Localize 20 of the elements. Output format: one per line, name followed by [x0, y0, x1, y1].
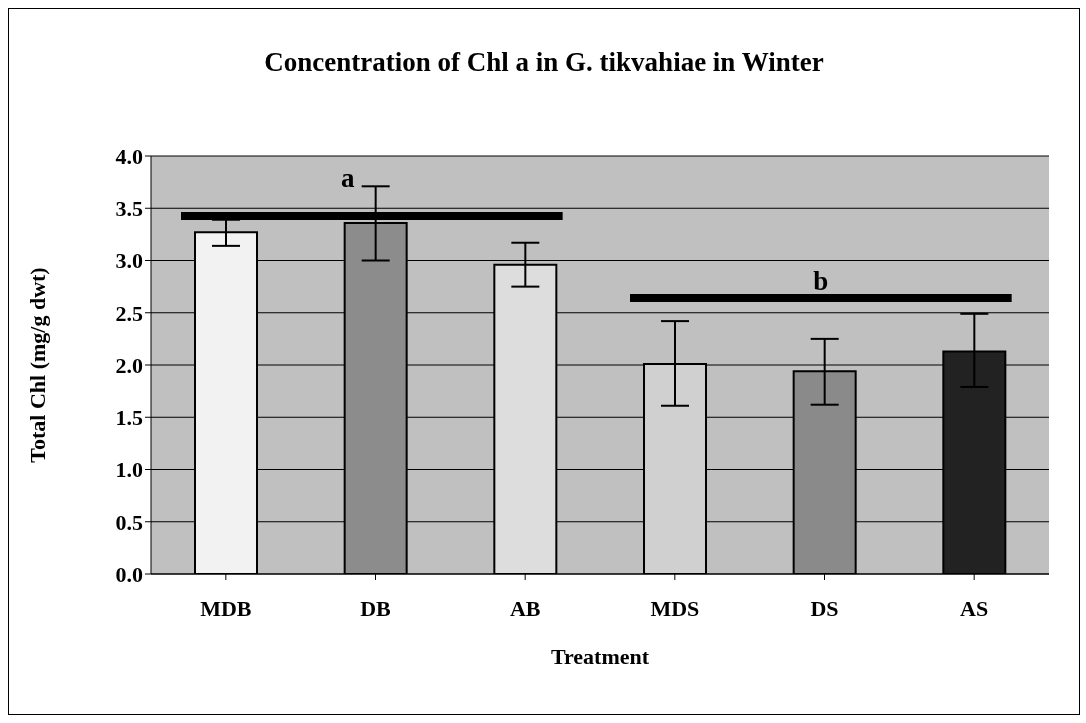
x-tick-label: MDS	[650, 595, 700, 621]
x-axis-title: Treatment	[550, 644, 650, 669]
y-tick-label: 2.0	[115, 352, 143, 378]
y-tick-label: 2.5	[115, 300, 143, 326]
x-tick-label: AB	[509, 595, 541, 621]
y-tick-label: 1.0	[115, 457, 143, 483]
y-tick-label: 4.0	[115, 143, 143, 169]
annotation: a	[340, 163, 356, 195]
y-tick-label: 3.5	[115, 196, 143, 222]
x-tick-label: AS	[960, 595, 989, 621]
y-tick-label: 1.5	[115, 405, 143, 431]
x-tick-label: DB	[360, 595, 392, 621]
annotation: b	[812, 266, 830, 298]
y-tick-label: 3.0	[115, 248, 143, 274]
x-tick-label: DS	[810, 595, 839, 621]
chart-title: Concentration of Chl a in G. tikvahiae in Winter	[263, 47, 825, 78]
x-tick-label: MDB	[200, 595, 252, 621]
y-axis-title: Total Chl (mg/g dwt)	[24, 267, 50, 463]
y-tick-label: 0.0	[115, 561, 143, 587]
y-tick-label: 0.5	[115, 509, 143, 535]
